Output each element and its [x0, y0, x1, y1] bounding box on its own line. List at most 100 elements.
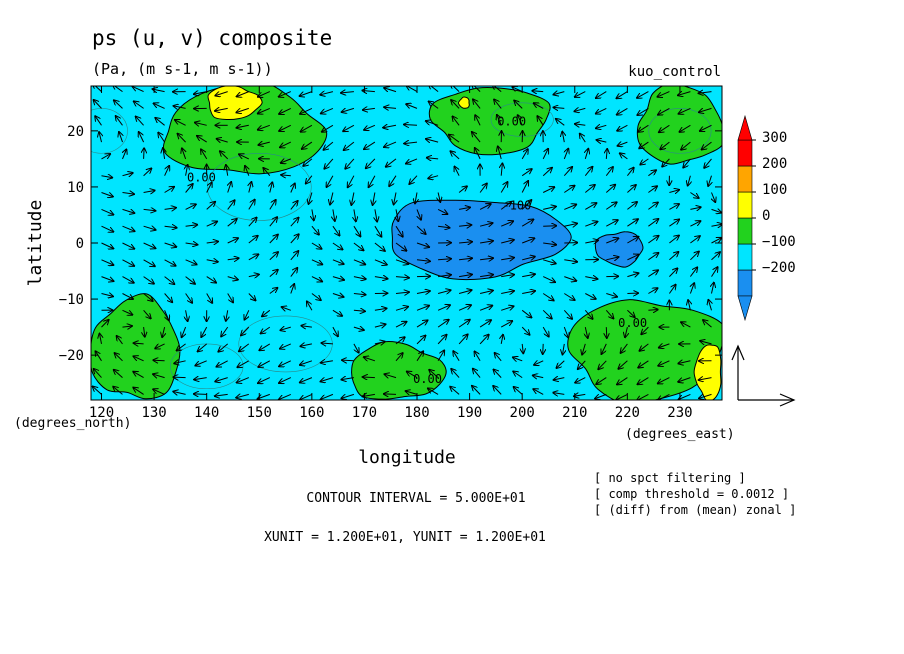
wind-vector [648, 170, 656, 177]
wind-vector [101, 242, 114, 249]
wind-vector [542, 276, 555, 283]
wind-vector [575, 91, 586, 97]
wind-vector [711, 209, 722, 212]
wind-vector [263, 168, 271, 177]
wind-vector [658, 91, 670, 97]
wind-vector [429, 86, 439, 92]
wind-vector [330, 192, 333, 205]
wind-vector [662, 158, 670, 167]
wind-vector [532, 91, 544, 92]
wind-vector [341, 378, 354, 380]
x-axis-label: longitude [358, 447, 456, 468]
y-tick-label: −20 [59, 348, 84, 364]
wind-vector [280, 343, 292, 349]
wind-vector [117, 336, 123, 345]
wind-vector [459, 258, 472, 260]
contour-interval-text: CONTOUR INTERVAL = 5.000E+01 [306, 491, 525, 506]
wind-vector [122, 293, 134, 300]
wind-vector [353, 277, 366, 280]
wind-vector [690, 221, 700, 227]
wind-vector [395, 225, 403, 236]
wind-vector [101, 154, 111, 160]
x-tick-label: 220 [615, 405, 640, 421]
wind-vector [512, 87, 523, 93]
note-diff: [ (diff) from (mean) zonal ] [594, 503, 796, 517]
wind-vector [366, 158, 376, 168]
wind-vector [534, 103, 544, 109]
wind-vector [345, 158, 355, 169]
wind-vector [206, 183, 212, 193]
wind-vector [143, 209, 156, 210]
wind-vector [122, 326, 132, 327]
wind-vector [584, 185, 595, 193]
wind-vector [164, 166, 170, 176]
wind-vector [206, 222, 217, 227]
wind-vector [449, 135, 460, 143]
wind-vector [342, 393, 355, 398]
reference-vector [731, 344, 796, 407]
wind-vector [521, 149, 528, 160]
wind-vector [155, 118, 165, 126]
wind-vector [553, 393, 565, 395]
x-tick-label: 230 [667, 405, 692, 421]
wind-vector [114, 370, 123, 378]
wind-vector [133, 372, 144, 379]
wind-vector [638, 377, 649, 385]
wind-vector [563, 167, 572, 177]
wind-vector [144, 148, 145, 159]
wind-vector [542, 168, 552, 177]
wind-vector [258, 360, 271, 367]
wind-vector [605, 309, 613, 318]
wind-vector [428, 176, 439, 179]
contour-label: 0.00 [618, 316, 647, 330]
wind-vector [227, 293, 233, 303]
wind-vector [415, 192, 417, 204]
wind-vector [428, 388, 439, 395]
colorbar-label: 200 [762, 156, 787, 172]
wind-vector [459, 225, 471, 226]
wind-vector [201, 149, 208, 160]
wind-vector [175, 120, 186, 126]
wind-vector [658, 107, 670, 114]
wind-vector [237, 91, 249, 97]
wind-vector [206, 242, 218, 244]
wind-vector [113, 86, 123, 93]
wind-vector [307, 302, 313, 311]
wind-vector [100, 334, 102, 344]
colorbar-label: −200 [762, 260, 796, 276]
wind-vector [681, 322, 691, 328]
wind-vector [648, 186, 657, 193]
wind-vector [625, 326, 627, 337]
wind-vector [557, 360, 565, 368]
wind-vector [472, 86, 481, 92]
wind-vector [638, 124, 649, 132]
wind-vector [122, 259, 135, 266]
wind-vector [311, 242, 322, 249]
wind-vector [143, 169, 152, 177]
wind-vector [236, 394, 249, 397]
wind-vector [221, 326, 229, 336]
wind-vector [648, 310, 657, 311]
x-tick-label: 140 [194, 405, 219, 421]
wind-vector [596, 107, 607, 113]
wind-vector [218, 343, 229, 352]
wind-vector [206, 260, 218, 262]
wind-vector [522, 291, 535, 294]
wind-vector [475, 115, 481, 126]
wind-vector [303, 158, 313, 166]
wind-vector [122, 309, 133, 314]
x-tick-label: 160 [299, 405, 324, 421]
wind-vector [248, 254, 258, 261]
wind-vector [134, 356, 144, 362]
wind-vector [101, 176, 113, 178]
wind-vector [639, 141, 649, 148]
wind-vector [215, 394, 228, 396]
wind-vector [311, 225, 319, 234]
wind-vector [699, 393, 712, 398]
wind-vector [575, 124, 586, 125]
wind-vector [122, 209, 135, 213]
wind-vector [596, 125, 607, 128]
wind-vector [648, 270, 658, 278]
wind-vector [429, 102, 439, 109]
chart-subtitle: (Pa, (m s-1, m s-1)) [92, 60, 273, 78]
